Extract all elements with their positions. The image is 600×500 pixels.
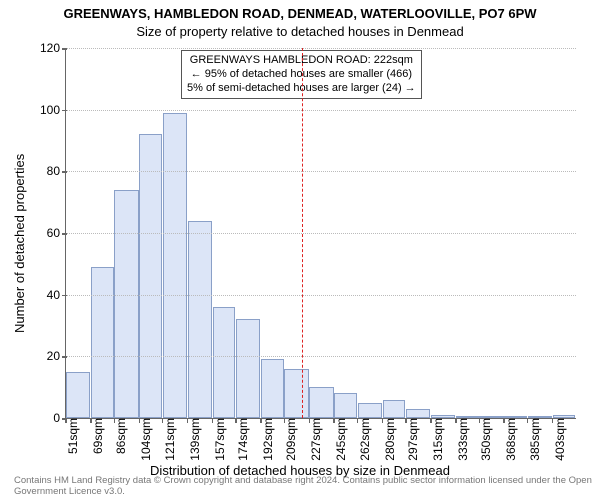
histogram-bar bbox=[284, 369, 308, 418]
histogram-bar bbox=[358, 403, 382, 418]
annotation-box: GREENWAYS HAMBLEDON ROAD: 222sqm ← 95% o… bbox=[181, 50, 422, 99]
x-tick-label: 280sqm bbox=[381, 418, 397, 461]
x-tick-label: 368sqm bbox=[502, 418, 518, 461]
x-tick-label: 192sqm bbox=[259, 418, 275, 461]
x-tick-label: 262sqm bbox=[356, 418, 372, 461]
plot-area: GREENWAYS HAMBLEDON ROAD: 222sqm ← 95% o… bbox=[65, 48, 576, 419]
chart-title-line1: GREENWAYS, HAMBLEDON ROAD, DENMEAD, WATE… bbox=[0, 6, 600, 21]
x-tick-label: 385sqm bbox=[526, 418, 542, 461]
x-tick-label: 209sqm bbox=[282, 418, 298, 461]
histogram-bar bbox=[213, 307, 236, 418]
histogram-bar bbox=[114, 190, 138, 418]
x-tick-label: 245sqm bbox=[332, 418, 348, 461]
histogram-bar bbox=[236, 319, 260, 418]
histogram-bar bbox=[383, 400, 406, 419]
x-tick-label: 174sqm bbox=[234, 418, 250, 461]
x-tick-label: 51sqm bbox=[64, 418, 80, 454]
y-tick-label: 60 bbox=[47, 226, 66, 240]
annotation-line2: ← 95% of detached houses are smaller (46… bbox=[187, 68, 416, 82]
histogram-bar bbox=[334, 393, 357, 418]
y-axis-label: Number of detached properties bbox=[12, 154, 27, 333]
gridline-h bbox=[66, 295, 576, 296]
x-tick-label: 315sqm bbox=[429, 418, 445, 461]
y-tick-label: 100 bbox=[40, 103, 66, 117]
x-tick-label: 403sqm bbox=[551, 418, 567, 461]
y-tick-label: 80 bbox=[47, 164, 66, 178]
gridline-h bbox=[66, 171, 576, 172]
reference-line bbox=[302, 48, 303, 418]
y-tick-label: 120 bbox=[40, 41, 66, 55]
gridline-h bbox=[66, 356, 576, 357]
x-tick-label: 69sqm bbox=[89, 418, 105, 454]
footer-attribution: Contains HM Land Registry data © Crown c… bbox=[14, 476, 592, 497]
histogram-bar bbox=[188, 221, 212, 418]
gridline-h bbox=[66, 110, 576, 111]
x-tick-label: 121sqm bbox=[161, 418, 177, 461]
annotation-line3: 5% of semi-detached houses are larger (2… bbox=[187, 82, 416, 96]
gridline-h bbox=[66, 233, 576, 234]
x-tick-label: 350sqm bbox=[477, 418, 493, 461]
x-tick-label: 86sqm bbox=[112, 418, 128, 454]
x-tick-label: 104sqm bbox=[137, 418, 153, 461]
histogram-bar bbox=[66, 372, 90, 418]
histogram-bar bbox=[163, 113, 187, 418]
x-tick-label: 157sqm bbox=[211, 418, 227, 461]
annotation-line1: GREENWAYS HAMBLEDON ROAD: 222sqm bbox=[187, 54, 416, 68]
histogram-bar bbox=[406, 409, 430, 418]
y-tick-label: 20 bbox=[47, 349, 66, 363]
x-tick-label: 333sqm bbox=[454, 418, 470, 461]
x-tick-label: 139sqm bbox=[186, 418, 202, 461]
gridline-h bbox=[66, 48, 576, 49]
y-tick-label: 40 bbox=[47, 288, 66, 302]
histogram-bar bbox=[261, 359, 284, 418]
histogram-bar bbox=[139, 134, 162, 418]
chart-title-line2: Size of property relative to detached ho… bbox=[0, 24, 600, 39]
x-tick-label: 227sqm bbox=[307, 418, 323, 461]
histogram-bar bbox=[309, 387, 333, 418]
x-tick-label: 297sqm bbox=[404, 418, 420, 461]
histogram-bar bbox=[91, 267, 114, 418]
